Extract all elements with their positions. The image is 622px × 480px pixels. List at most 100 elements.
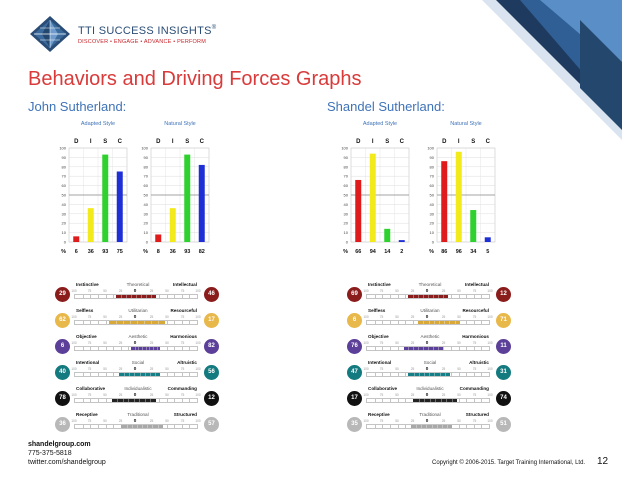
- driving-force-left-score: 40: [55, 365, 70, 380]
- disc-value-c: 82: [199, 249, 205, 255]
- disc-value-d: 8: [157, 249, 160, 255]
- driving-force-bar: [74, 424, 198, 429]
- driving-force-tick: [90, 295, 91, 298]
- driving-force-fill-tick: [126, 295, 127, 298]
- driving-force-right-label: Intellectual: [173, 282, 197, 287]
- driving-force-zero-label: 0: [133, 392, 137, 397]
- driving-force-tick: [181, 347, 183, 350]
- driving-force-scale-label: 75: [180, 419, 185, 423]
- driving-force-scale-label: 75: [180, 367, 185, 371]
- driving-force-scale-label: 75: [379, 419, 384, 423]
- driving-force-tick: [189, 399, 190, 402]
- driving-force-tick: [97, 425, 99, 428]
- driving-force-scale-label: 75: [180, 289, 185, 293]
- disc-chart-title: Adapted Style: [81, 121, 115, 127]
- driving-force-tick: [382, 295, 383, 298]
- driving-force-tick: [90, 321, 91, 324]
- driving-force-scale-label: 50: [103, 419, 107, 423]
- driving-force-tick: [481, 295, 482, 298]
- driving-force-tick: [481, 425, 482, 428]
- driving-force-bar-fill: [116, 295, 156, 298]
- driving-force-scale-label: 25: [118, 315, 123, 319]
- driving-force-zero-label: 0: [133, 314, 137, 319]
- footer-site-link[interactable]: shandelgroup.com: [28, 441, 91, 448]
- disc-value-c: 5: [486, 249, 489, 255]
- driving-force-fill-tick: [418, 347, 419, 350]
- driving-force-bar-fill: [131, 347, 161, 350]
- driving-force-scale-label: 75: [472, 289, 477, 293]
- driving-force-scale: 100 75 50 25 25 50 75 100: [363, 315, 492, 319]
- footer-twitter-link[interactable]: twitter.com/shandelgroup: [28, 459, 106, 466]
- driving-force-left-score: 76: [347, 339, 362, 354]
- driving-force-scale: 100 75 50 25 25 50 75 100: [363, 393, 492, 397]
- driving-force-scale-label: 50: [457, 289, 461, 293]
- driving-force-tick: [374, 347, 376, 350]
- driving-force-scale-label: 25: [149, 341, 154, 345]
- driving-force-scale-label: 50: [395, 393, 399, 397]
- disc-tick-label: 0: [432, 240, 435, 245]
- driving-force-fill-tick: [147, 425, 148, 428]
- driving-force-tick: [412, 399, 414, 402]
- driving-force-fill-tick: [156, 347, 158, 350]
- driving-force-tick: [389, 399, 391, 402]
- disc-chart-title: Adapted Style: [363, 121, 397, 127]
- driving-force-mid-label: Individualistic: [416, 386, 444, 391]
- driving-force-fill-tick: [136, 425, 138, 428]
- driving-force-fill-tick: [446, 399, 447, 402]
- driving-force-right-label: Harmonious: [170, 334, 197, 339]
- driving-force-tick: [412, 321, 414, 324]
- driving-force-scale-label: 25: [441, 289, 446, 293]
- disc-tick-label: 70: [344, 174, 349, 179]
- driving-force-scale-label: 25: [149, 315, 154, 319]
- disc-tick-label: 80: [430, 164, 435, 169]
- driving-force-tick: [82, 321, 84, 324]
- page-number: 12: [597, 456, 609, 467]
- copyright-text: Copyright © 2006-2015. Target Training I…: [432, 460, 586, 466]
- disc-chart-shandel-adapted: Adapted Style D I S C 100 90 80 70 60 50 40 30 20 10 0%…: [337, 118, 427, 268]
- disc-letter-d: D: [442, 139, 447, 145]
- disc-letter-d: D: [74, 139, 79, 145]
- driving-force-fill-tick: [432, 347, 434, 350]
- driving-force-scale-label: 100: [363, 393, 369, 397]
- driving-force-tick: [90, 373, 91, 376]
- driving-force-fill-tick: [131, 425, 133, 428]
- driving-force-fill-tick: [138, 347, 139, 350]
- disc-tick-label: 40: [144, 202, 149, 207]
- driving-force-scale-label: 25: [118, 393, 123, 397]
- driving-force-fill-tick: [152, 425, 153, 428]
- driving-force-left-label: Intentional: [76, 360, 100, 365]
- driving-force-scale-label: 75: [87, 419, 92, 423]
- driving-force-scale-label: 25: [149, 419, 154, 423]
- driving-force-fill-tick: [128, 399, 129, 402]
- driving-force-right-score: 74: [496, 391, 511, 406]
- driving-force-left-label: Objective: [76, 334, 97, 339]
- driving-force-tick: [90, 425, 91, 428]
- driving-force-mid-label: Aesthetic: [420, 334, 440, 339]
- disc-tick-label: 10: [430, 230, 435, 235]
- disc-bar-d: [155, 234, 162, 242]
- driving-force-scale-label: 75: [379, 393, 384, 397]
- person-name-shandel: Shandel Sutherland:: [327, 99, 445, 114]
- driving-force-fill-tick: [145, 295, 147, 298]
- driving-force-left-label: Instinctive: [76, 282, 99, 287]
- driving-force-tick: [473, 347, 475, 350]
- driving-force-left-score: 6: [55, 339, 70, 354]
- driving-force-scale-label: 25: [149, 367, 154, 371]
- driving-force-tick: [466, 425, 467, 428]
- driving-force-tick: [113, 373, 114, 376]
- driving-force-fill-tick: [144, 373, 146, 376]
- disc-bar-c: [398, 240, 405, 242]
- driving-force-tick: [389, 347, 391, 350]
- driving-force-scale-label: 100: [71, 289, 77, 293]
- driving-force-bar: [366, 424, 490, 429]
- driving-force-fill-tick: [158, 321, 159, 324]
- disc-bar-i: [169, 208, 176, 242]
- driving-force-fill-tick: [116, 321, 117, 324]
- driving-force-scale-label: 100: [195, 393, 201, 397]
- diamond-logo-icon: [30, 16, 70, 52]
- disc-letter-i: I: [372, 139, 374, 145]
- driving-force-scale-label: 50: [165, 341, 169, 345]
- driving-force-right-score: 11: [496, 339, 511, 354]
- driving-force-left-score: 69: [347, 287, 362, 302]
- disc-value-s: 14: [384, 249, 391, 255]
